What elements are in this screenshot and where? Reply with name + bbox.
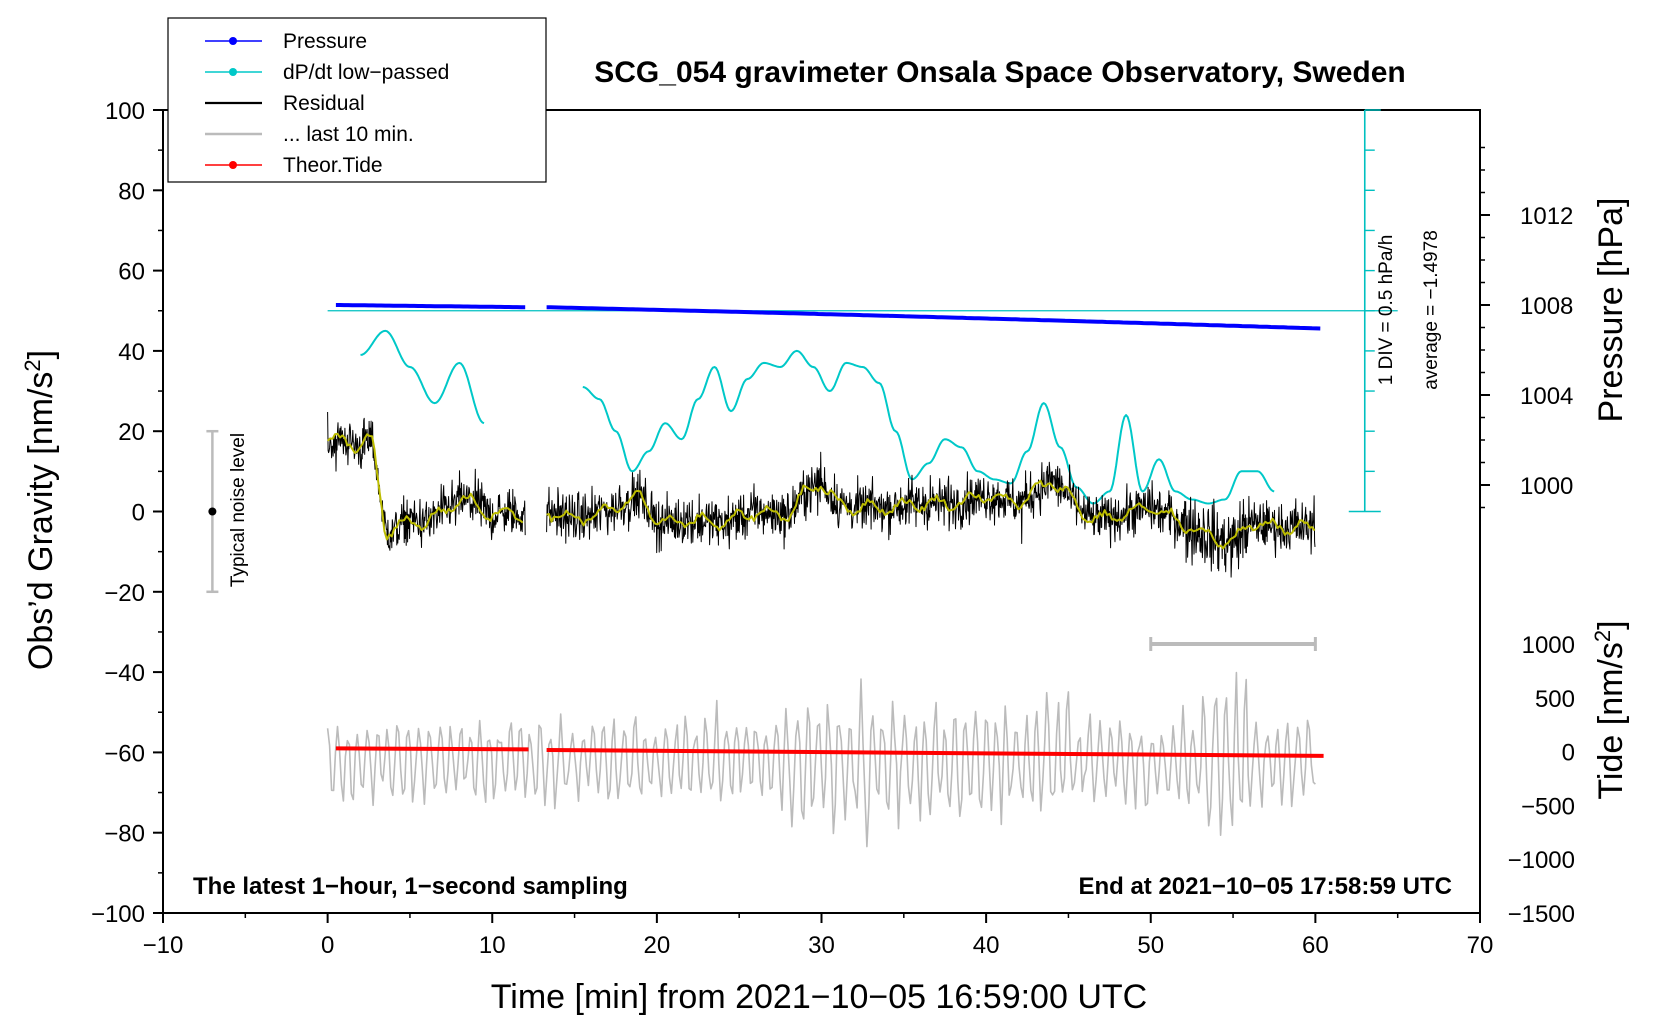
y-tick-label: −20 (104, 580, 145, 607)
x-axis-title: Time [min] from 2021−10−05 16:59:00 UTC (491, 978, 1147, 1016)
y-tick-label: 100 (105, 98, 145, 125)
pressure-tick-label: 1004 (1520, 383, 1573, 410)
y-axis-title-pressure: Pressure [hPa] (1592, 198, 1630, 423)
tide-tick-label: 1000 (1522, 632, 1575, 659)
legend: Pressure dP/dt low−passed Residual ... last… (167, 17, 547, 183)
y-tick-label: 80 (118, 178, 145, 205)
legend-label-0: Pressure (283, 30, 367, 53)
y-tick-label: 0 (132, 500, 145, 527)
y-axis-title-left-end: ] (22, 350, 60, 359)
x-tick-label: 50 (1137, 932, 1164, 959)
y-axis-title-tide-main: Tide [nm/s (1592, 642, 1630, 799)
x-tick-label: 60 (1302, 932, 1329, 959)
y-axis-title-left-sup: 2 (20, 359, 45, 371)
tide-tick-label: −1000 (1508, 847, 1575, 874)
bottom-right-text: End at 2021−10−05 17:58:59 UTC (1078, 873, 1452, 900)
y-axis-title-left-main: Obs’d Gravity [nm/s (22, 372, 60, 671)
y-axis-title-tide-end: ] (1592, 620, 1630, 629)
pressure-line-1 (546, 305, 1321, 331)
y-tick-label: 40 (118, 339, 145, 366)
legend-label-2: Residual (283, 92, 365, 115)
tide-line-0 (335, 746, 529, 752)
axes-group: −10 0 10 20 30 40 50 60 70100806040200−20−40−60−… (91, 98, 1575, 959)
noise-level-label: Typical noise level (228, 433, 249, 587)
residual-line-0 (327, 411, 526, 551)
y-axis-title-left: Obs’d Gravity [nm/s2] (20, 350, 61, 670)
scale-bar-label: 1 DIV = 0.5 hPa/h (1376, 235, 1397, 386)
chart-title: SCG_054 gravimeter Onsala Space Observat… (594, 56, 1406, 89)
y-axis-title-tide: Tide [nm/s2] (1590, 620, 1631, 799)
x-tick-label: 20 (644, 932, 671, 959)
legend-label-3: ... last 10 min. (283, 123, 414, 146)
pressure-tick-label: 1012 (1520, 203, 1573, 230)
y-axis-title-tide-sup: 2 (1590, 630, 1615, 642)
tide-tick-label: −1500 (1508, 901, 1575, 928)
x-tick-label: −10 (143, 932, 184, 959)
y-tick-label: −100 (91, 901, 145, 928)
bottom-left-text: The latest 1−hour, 1−second sampling (193, 873, 628, 900)
tide-tick-label: −500 (1521, 793, 1575, 820)
x-tick-label: 10 (479, 932, 506, 959)
pressure-tick-label: 1008 (1520, 293, 1573, 320)
last-10min-line (326, 671, 1316, 848)
pressure-line-0 (335, 303, 526, 310)
y-tick-label: 20 (118, 419, 145, 446)
y-tick-label: −40 (104, 660, 145, 687)
pressure-tick-label: 1000 (1520, 473, 1573, 500)
legend-marker-4 (229, 161, 237, 169)
x-tick-label: 40 (973, 932, 1000, 959)
noise-bar-dot (208, 507, 217, 516)
x-tick-label: 0 (321, 932, 334, 959)
dpdt-line-0 (360, 329, 485, 425)
legend-marker-0 (229, 37, 237, 45)
legend-label-1: dP/dt low−passed (283, 61, 449, 84)
tide-tick-label: 0 (1562, 740, 1575, 767)
residual-avg-line-1 (546, 479, 1316, 550)
residual-line-1 (546, 451, 1316, 578)
x-tick-label: 30 (808, 932, 835, 959)
average-label: average = −1.4978 (1421, 230, 1442, 390)
legend-frame (167, 17, 547, 183)
series-group (206, 303, 1398, 848)
legend-marker-1 (229, 68, 237, 76)
dpdt-line-1 (582, 349, 1275, 505)
residual-avg-line-0 (326, 432, 524, 541)
x-tick-label: 70 (1467, 932, 1494, 959)
y-tick-label: −80 (104, 821, 145, 848)
legend-label-4: Theor.Tide (283, 154, 383, 177)
tide-line-1 (546, 748, 1324, 758)
y-tick-label: 60 (118, 259, 145, 286)
y-tick-label: −60 (104, 740, 145, 767)
tide-tick-label: 500 (1535, 686, 1575, 713)
